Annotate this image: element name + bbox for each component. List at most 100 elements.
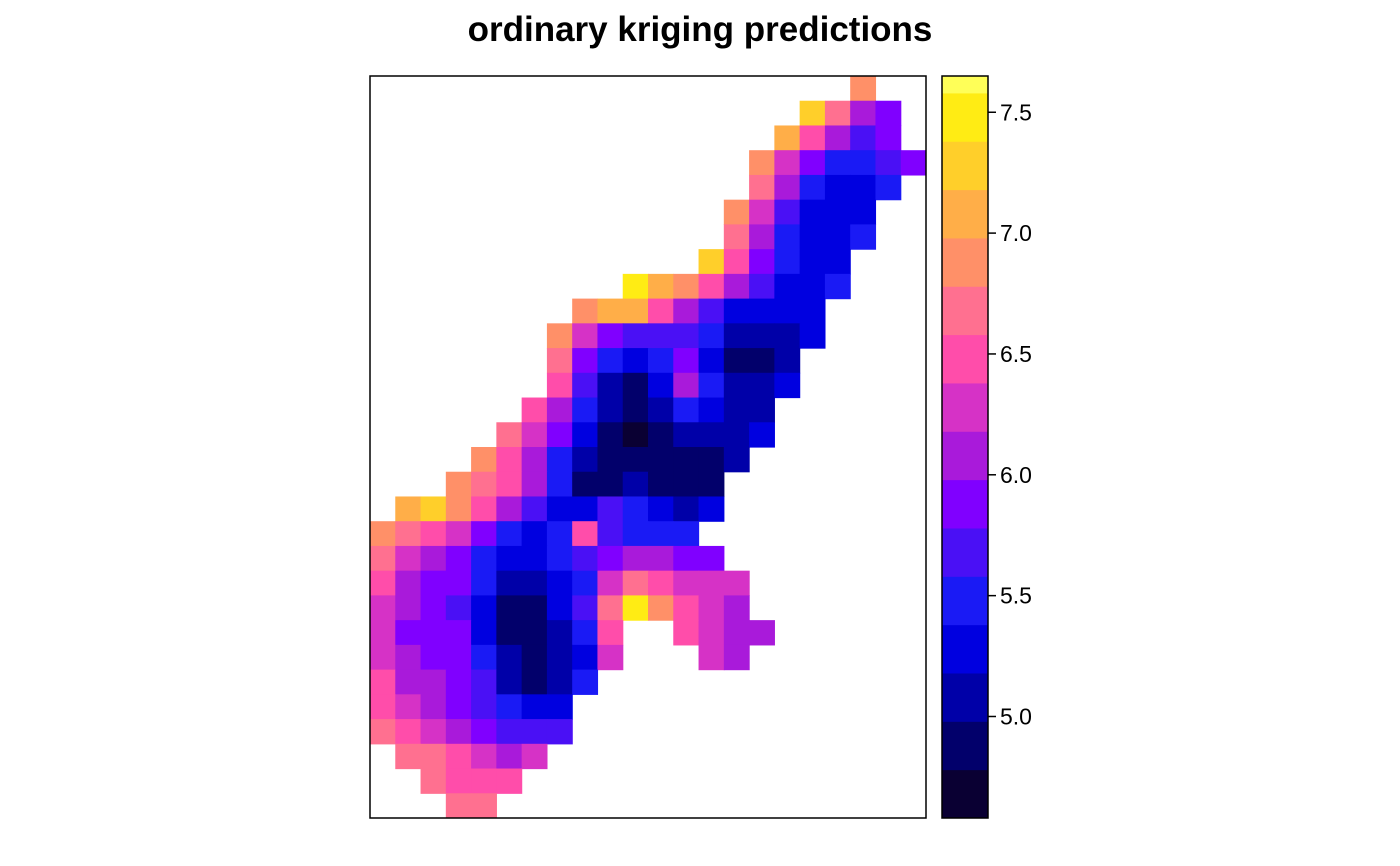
heatmap-cell bbox=[698, 496, 725, 522]
heatmap-cell bbox=[572, 570, 599, 596]
heatmap-cell bbox=[496, 471, 523, 498]
heatmap-cell bbox=[395, 496, 422, 522]
heatmap-cell bbox=[673, 447, 700, 473]
heatmap-cell bbox=[395, 570, 422, 596]
heatmap-cell bbox=[824, 174, 851, 201]
heatmap-cell bbox=[572, 644, 599, 671]
heatmap-cell bbox=[799, 125, 826, 151]
heatmap-cell bbox=[572, 521, 599, 547]
heatmap-cell bbox=[850, 224, 877, 250]
heatmap-cell bbox=[723, 298, 750, 324]
heatmap-cell bbox=[774, 174, 801, 201]
heatmap-cell bbox=[546, 323, 573, 349]
heatmap-cell bbox=[597, 422, 624, 448]
heatmap-cell bbox=[648, 397, 674, 423]
heatmap-cell bbox=[673, 620, 700, 646]
heatmap-cell bbox=[622, 372, 649, 399]
heatmap-cell bbox=[723, 620, 750, 646]
heatmap-cell bbox=[572, 323, 599, 349]
heatmap-cell bbox=[471, 743, 497, 770]
heatmap-cell bbox=[749, 273, 775, 300]
plot-panel-border bbox=[369, 75, 927, 819]
heatmap-cell bbox=[370, 620, 396, 646]
heatmap-cell bbox=[420, 644, 447, 671]
heatmap-cell bbox=[445, 496, 472, 522]
colorbar-segment bbox=[942, 237, 988, 287]
heatmap-cell bbox=[597, 323, 624, 349]
heatmap-cell bbox=[370, 570, 396, 596]
heatmap-cell bbox=[749, 199, 775, 225]
heatmap-cell bbox=[723, 447, 750, 473]
heatmap-cell bbox=[850, 150, 877, 176]
heatmap-cell bbox=[572, 496, 599, 522]
colorbar-segment bbox=[942, 527, 988, 577]
heatmap-cell bbox=[546, 447, 573, 473]
heatmap-cell bbox=[597, 298, 624, 324]
heatmap-cell bbox=[471, 447, 497, 473]
heatmap-cell bbox=[698, 620, 725, 646]
colorbar-segment bbox=[942, 141, 988, 191]
heatmap-cell bbox=[749, 323, 775, 349]
heatmap-cell bbox=[698, 570, 725, 596]
heatmap-cell bbox=[622, 397, 649, 423]
heatmap-cell bbox=[445, 570, 472, 596]
heatmap-cell bbox=[774, 249, 801, 275]
heatmap-cell bbox=[420, 620, 447, 646]
heatmap-cell bbox=[824, 249, 851, 275]
chart-title: ordinary kriging predictions bbox=[467, 10, 933, 49]
heatmap-cell bbox=[622, 521, 649, 547]
heatmap-cell bbox=[572, 545, 599, 572]
colorbar-segment bbox=[942, 479, 988, 529]
heatmap-cell bbox=[673, 273, 700, 300]
heatmap-cell bbox=[572, 397, 599, 423]
heatmap-cell bbox=[597, 447, 624, 473]
heatmap-cell bbox=[723, 422, 750, 448]
colorbar-segment bbox=[942, 431, 988, 481]
heatmap-cell bbox=[546, 570, 573, 596]
heatmap-cell bbox=[521, 570, 548, 596]
heatmap-cell bbox=[546, 471, 573, 498]
heatmap-cell bbox=[774, 224, 801, 250]
heatmap-cell bbox=[723, 199, 750, 225]
heatmap-cell bbox=[723, 397, 750, 423]
heatmap-cell bbox=[648, 422, 674, 448]
heatmap-cell bbox=[420, 545, 447, 572]
heatmap-cell bbox=[673, 570, 700, 596]
heatmap-cell bbox=[799, 298, 826, 324]
heatmap-cell bbox=[673, 372, 700, 399]
heatmap-cell bbox=[546, 372, 573, 399]
heatmap-cell bbox=[622, 570, 649, 596]
colorbar-tick-label: 5.0 bbox=[1000, 703, 1032, 729]
heatmap-cell bbox=[521, 471, 548, 498]
heatmap-cell bbox=[850, 199, 877, 225]
heatmap-cell bbox=[370, 595, 396, 621]
heatmap-cell bbox=[471, 719, 497, 745]
heatmap-cell bbox=[648, 447, 674, 473]
heatmap-cell bbox=[496, 743, 523, 770]
heatmap-cell bbox=[597, 644, 624, 671]
colorbar bbox=[942, 76, 988, 819]
heatmap-cell bbox=[546, 719, 573, 745]
heatmap-cell bbox=[471, 694, 497, 720]
heatmap-cell bbox=[774, 323, 801, 349]
heatmap-cell bbox=[496, 422, 523, 448]
heatmap-cell bbox=[597, 397, 624, 423]
heatmap-cell bbox=[673, 595, 700, 621]
heatmap-cell bbox=[749, 224, 775, 250]
heatmap-cell bbox=[572, 471, 599, 498]
colorbar-tick-label: 7.5 bbox=[1000, 99, 1032, 125]
heatmap-cell bbox=[445, 471, 472, 498]
heatmap-cell bbox=[648, 545, 674, 572]
heatmap-cell bbox=[597, 372, 624, 399]
heatmap-cell bbox=[445, 521, 472, 547]
heatmap-cell bbox=[875, 125, 902, 151]
heatmap-cell bbox=[799, 150, 826, 176]
heatmap-cell bbox=[749, 620, 775, 646]
heatmap-cell bbox=[597, 496, 624, 522]
heatmap-cell bbox=[698, 422, 725, 448]
colorbar-ticks: 5.0 5.5 6.0 6.5 7.0 7.5 bbox=[988, 99, 1032, 729]
heatmap-cell bbox=[648, 348, 674, 374]
heatmap-cell bbox=[521, 521, 548, 547]
heatmap-cell bbox=[471, 669, 497, 695]
heatmap-cell bbox=[420, 595, 447, 621]
